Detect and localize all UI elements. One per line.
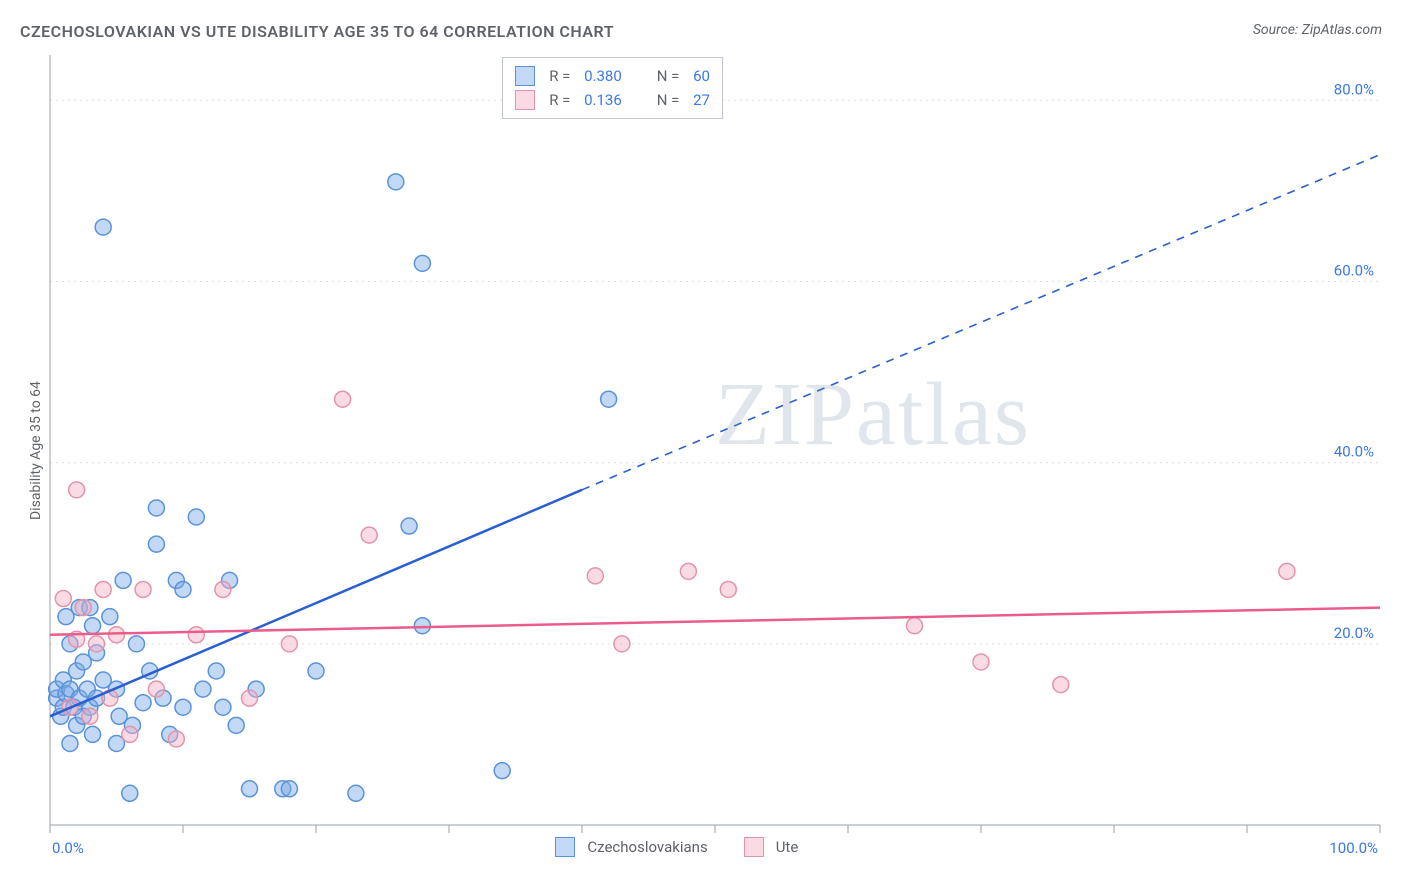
y-axis-label: Disability Age 35 to 64 xyxy=(28,381,44,520)
svg-text:0.0%: 0.0% xyxy=(52,839,84,857)
legend-swatch xyxy=(515,66,535,86)
svg-text:20.0%: 20.0% xyxy=(1334,624,1374,642)
legend-n-label: N = xyxy=(657,67,683,85)
svg-text:40.0%: 40.0% xyxy=(1334,443,1374,461)
correlation-legend: R = 0.380 N = 60R = 0.136 N = 27 xyxy=(502,57,723,119)
series-legend-item: Ute xyxy=(744,837,799,857)
scatter-plot: 0.0% 100.0% 20.0% 40.0% 60.0% 80.0% xyxy=(0,0,1406,892)
series-legend-label: Ute xyxy=(776,838,799,856)
legend-n-value: 60 xyxy=(693,67,710,85)
legend-r-label: R = xyxy=(549,91,574,109)
series-legend: Czechoslovakians Ute xyxy=(555,837,798,857)
legend-swatch xyxy=(555,837,575,857)
legend-r-value: 0.380 xyxy=(584,67,622,85)
svg-text:80.0%: 80.0% xyxy=(1334,80,1374,98)
legend-n-value: 27 xyxy=(693,91,710,109)
legend-swatch xyxy=(515,90,535,110)
legend-row: R = 0.136 N = 27 xyxy=(515,88,710,112)
legend-row: R = 0.380 N = 60 xyxy=(515,64,710,88)
legend-r-value: 0.136 xyxy=(584,91,622,109)
svg-text:100.0%: 100.0% xyxy=(1329,839,1378,857)
series-legend-item: Czechoslovakians xyxy=(555,837,707,857)
svg-text:60.0%: 60.0% xyxy=(1334,261,1374,279)
legend-swatch xyxy=(744,837,764,857)
legend-n-label: N = xyxy=(657,91,683,109)
series-legend-label: Czechoslovakians xyxy=(587,838,707,856)
legend-r-label: R = xyxy=(549,67,574,85)
